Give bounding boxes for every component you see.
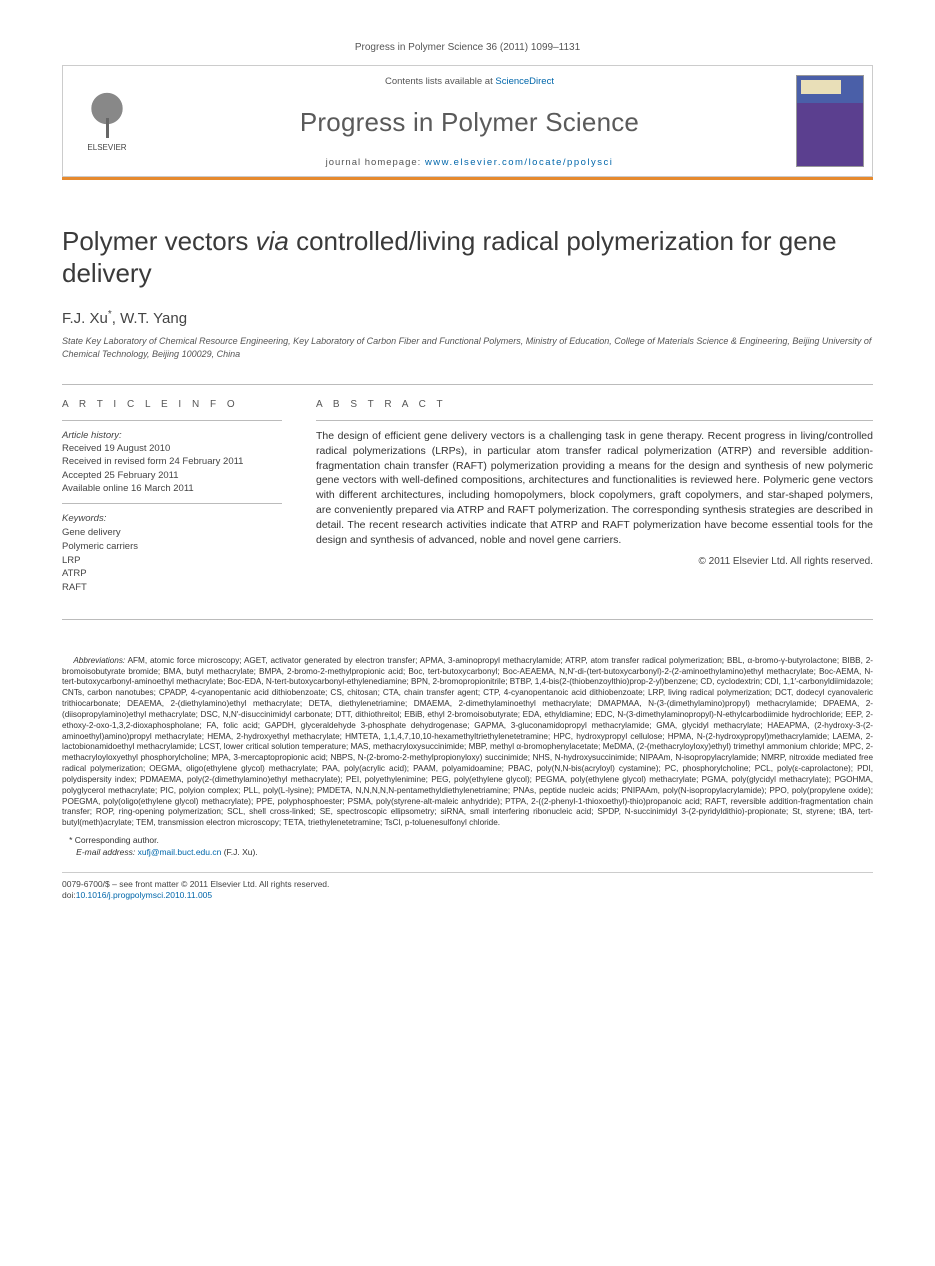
- doi-prefix: doi:: [62, 890, 76, 900]
- contents-available-line: Contents lists available at ScienceDirec…: [385, 76, 554, 87]
- accent-rule: [62, 177, 873, 180]
- footer-notes: * Corresponding author. E-mail address: …: [62, 835, 873, 858]
- masthead-center: Contents lists available at ScienceDirec…: [151, 66, 788, 176]
- page-footer: 0079-6700/$ – see front matter © 2011 El…: [62, 872, 873, 902]
- journal-cover-thumbnail-icon: [796, 75, 864, 167]
- info-rule: [62, 420, 282, 421]
- journal-homepage-line: journal homepage: www.elsevier.com/locat…: [326, 157, 614, 168]
- contents-prefix: Contents lists available at: [385, 76, 495, 87]
- journal-cover-block: [788, 66, 872, 176]
- keywords-block: Keywords: Gene delivery Polymeric carrie…: [62, 512, 282, 595]
- section-divider: [62, 384, 873, 385]
- authors-line: F.J. Xu*, W.T. Yang: [62, 309, 873, 327]
- journal-masthead: ELSEVIER Contents lists available at Sci…: [62, 65, 873, 177]
- affiliation: State Key Laboratory of Chemical Resourc…: [62, 335, 873, 359]
- abstract-text: The design of efficient gene delivery ve…: [316, 429, 873, 548]
- elsevier-tree-icon: [86, 91, 128, 141]
- journal-homepage-link[interactable]: www.elsevier.com/locate/ppolysci: [425, 157, 613, 168]
- abstract-copyright: © 2011 Elsevier Ltd. All rights reserved…: [316, 556, 873, 567]
- publisher-logo-block: ELSEVIER: [63, 66, 151, 176]
- publisher-name: ELSEVIER: [87, 143, 126, 152]
- article-history: Article history: Received 19 August 2010…: [62, 429, 282, 495]
- title-italic: via: [256, 226, 289, 256]
- received-date: Received 19 August 2010: [62, 443, 170, 454]
- email-suffix: (F.J. Xu).: [221, 847, 257, 857]
- corresponding-author-note: * Corresponding author.: [69, 835, 159, 845]
- section-divider-2: [62, 619, 873, 620]
- doi-link[interactable]: 10.1016/j.progpolymsci.2010.11.005: [76, 890, 212, 900]
- author-2: , W.T. Yang: [112, 310, 187, 327]
- keywords-label: Keywords:: [62, 512, 282, 526]
- abstract-heading: A B S T R A C T: [316, 399, 873, 410]
- keyword-1: Gene delivery: [62, 527, 121, 538]
- homepage-prefix: journal homepage:: [326, 157, 425, 168]
- email-label: E-mail address:: [76, 847, 137, 857]
- citation-line: Progress in Polymer Science 36 (2011) 10…: [62, 42, 873, 53]
- corresponding-email-link[interactable]: xufj@mail.buct.edu.cn: [138, 847, 222, 857]
- author-1: F.J. Xu: [62, 310, 108, 327]
- abstract-column: A B S T R A C T The design of efficient …: [316, 399, 873, 595]
- info-rule-2: [62, 503, 282, 504]
- abbreviations-text: AFM, atomic force microscopy; AGET, acti…: [62, 656, 873, 827]
- keyword-3: LRP: [62, 555, 80, 566]
- sciencedirect-link[interactable]: ScienceDirect: [495, 76, 554, 87]
- abbreviations-block: Abbreviations: AFM, atomic force microsc…: [62, 656, 873, 829]
- keyword-5: RAFT: [62, 582, 87, 593]
- abbreviations-lead: Abbreviations:: [73, 656, 125, 665]
- article-info-column: A R T I C L E I N F O Article history: R…: [62, 399, 282, 595]
- title-pre: Polymer vectors: [62, 226, 256, 256]
- online-date: Available online 16 March 2011: [62, 483, 194, 494]
- article-info-heading: A R T I C L E I N F O: [62, 399, 282, 410]
- accepted-date: Accepted 25 February 2011: [62, 470, 179, 481]
- front-matter-line: 0079-6700/$ – see front matter © 2011 El…: [62, 879, 329, 889]
- keyword-4: ATRP: [62, 568, 87, 579]
- keyword-2: Polymeric carriers: [62, 541, 138, 552]
- revised-date: Received in revised form 24 February 201…: [62, 456, 243, 467]
- history-label: Article history:: [62, 430, 122, 441]
- article-title: Polymer vectors via controlled/living ra…: [62, 226, 873, 289]
- journal-name: Progress in Polymer Science: [300, 107, 639, 138]
- abstract-rule: [316, 420, 873, 421]
